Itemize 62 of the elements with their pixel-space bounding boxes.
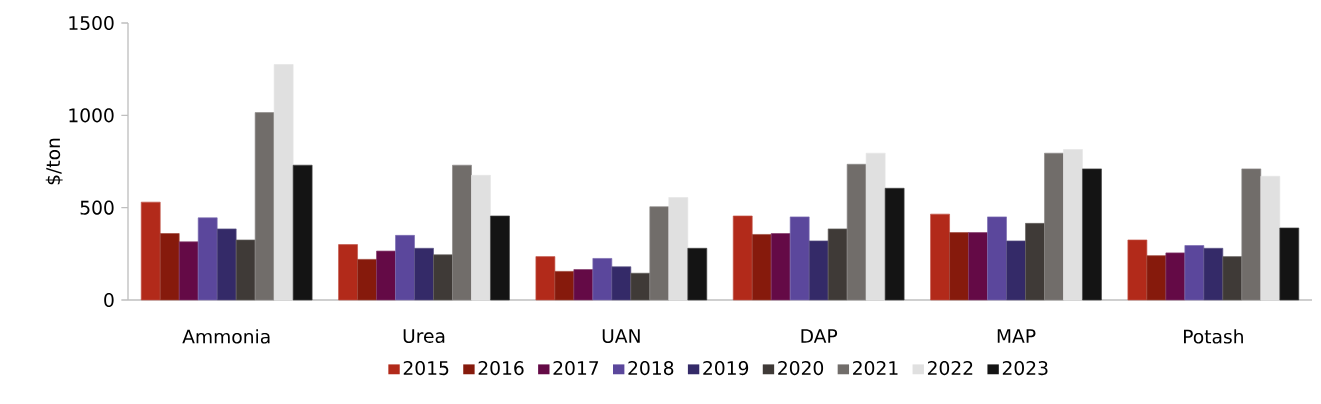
bar [770, 233, 791, 301]
bar [930, 213, 950, 301]
bar [490, 215, 510, 301]
bar [611, 266, 632, 301]
bar [1006, 240, 1026, 301]
bar [884, 187, 905, 301]
legend-label: 2023 [1002, 360, 1048, 376]
bar [1203, 247, 1224, 301]
y-axis-title: $/ton [45, 138, 63, 185]
x-tick-label: Ammonia [182, 329, 270, 344]
bar [732, 215, 753, 301]
bar [140, 201, 161, 301]
bar [987, 216, 1007, 301]
legend-label: 2021 [853, 360, 898, 376]
x-tick-label: Potash [1184, 329, 1243, 344]
bar [414, 247, 434, 301]
bar [592, 258, 613, 301]
bar [1146, 255, 1167, 301]
bar [1063, 149, 1083, 301]
bar [1165, 252, 1186, 301]
y-tick-label: 1500 [69, 15, 114, 31]
bar [159, 233, 180, 301]
bar [1260, 175, 1281, 301]
bar [668, 197, 689, 301]
bar [949, 232, 969, 301]
bar [357, 259, 377, 301]
x-tick-label: UAN [602, 329, 640, 344]
bar [471, 175, 491, 301]
y-tick-label: 500 [80, 200, 114, 215]
legend-label: 2020 [778, 360, 824, 376]
legend-label: 2022 [927, 360, 973, 376]
bar [376, 250, 396, 301]
bar [789, 216, 810, 301]
legend-label: 2016 [478, 360, 524, 376]
bar [865, 152, 886, 301]
bar [554, 271, 575, 301]
y-tick-label: 1000 [69, 108, 114, 123]
bar [535, 256, 556, 301]
bar [338, 244, 358, 301]
bar [273, 64, 294, 301]
bar [968, 232, 988, 301]
x-tick-label: Urea [403, 329, 445, 344]
x-tick-label: MAP [997, 329, 1036, 343]
bar [395, 235, 415, 301]
bar [687, 247, 708, 301]
bar [751, 234, 772, 301]
bar [197, 217, 218, 301]
bar [1184, 245, 1205, 301]
legend-label: 2015 [403, 360, 449, 376]
bar [808, 240, 829, 301]
bar [216, 228, 237, 301]
bar [1082, 168, 1102, 301]
bar [1279, 227, 1300, 301]
x-tick-label: DAP [801, 329, 838, 343]
y-tick-label: 0 [104, 292, 114, 308]
legend-label: 2017 [553, 360, 599, 376]
legend-label: 2019 [703, 360, 749, 376]
legend-label: 2018 [628, 360, 674, 376]
bar [178, 241, 199, 301]
bar [573, 269, 594, 301]
bar [292, 164, 313, 301]
bar [1127, 239, 1148, 301]
